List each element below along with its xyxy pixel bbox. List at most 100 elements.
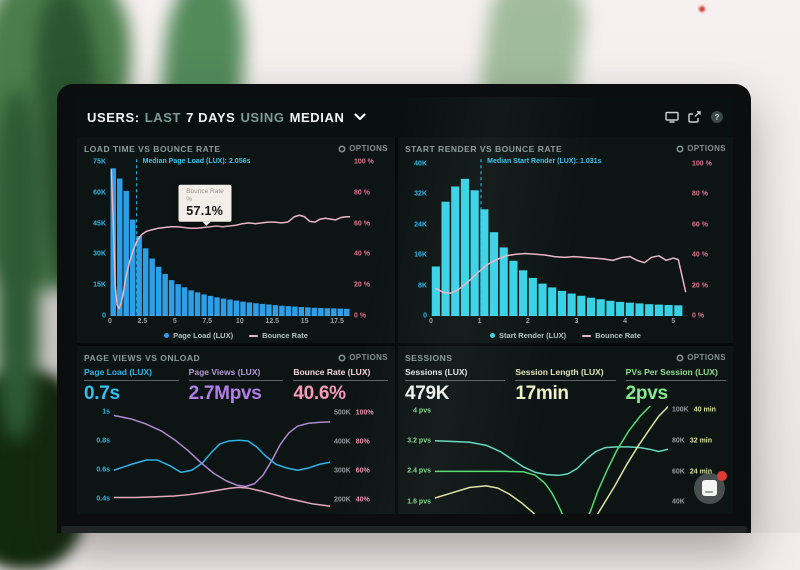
axis-tick: 2 [525,318,530,325]
bar [489,232,499,316]
legend-item[interactable]: Bounce Rate [582,331,641,340]
bar [188,290,194,316]
bar [123,190,129,316]
legend-item[interactable]: Page Load (LUX) [164,331,233,340]
tooltip-value: 57.1% [186,203,224,218]
options-button[interactable]: OPTIONS [338,353,388,362]
share-icon[interactable] [688,111,702,123]
axis-tick: 20 % [354,281,370,289]
chat-widget-button[interactable] [694,471,727,504]
axis-tick: 100K 40 min [672,406,716,414]
axis-tick: 30K [93,250,106,258]
metric-page-views[interactable]: Page Views (LUX) 2.7Mpvs [188,367,284,403]
display-icon[interactable] [665,111,679,123]
laptop: USERS: LAST 7 DAYS USING MEDIAN ? [57,84,751,533]
bar [324,308,331,316]
metric-value: 2pvs [625,383,668,404]
bar [344,308,350,316]
plot-area[interactable]: Median Page Load (LUX): 2.056s Bounce Ra… [110,156,350,316]
options-button[interactable]: OPTIONS [676,144,726,153]
plot-area[interactable] [114,406,330,514]
bar [292,306,298,316]
bar [298,306,305,316]
axis-tick: 12.5 [265,318,280,325]
bar [567,293,576,316]
axis-tick: 60K 24 min [672,468,713,476]
x-axis: 0 1 2 3 4 5 [429,316,688,328]
axis-tick: 32K [414,190,427,198]
help-icon[interactable]: ? [711,111,723,123]
axis-tick: 80K 32 min [672,437,713,445]
chart-canvas[interactable] [114,406,330,514]
axis-tick: 3 [574,318,579,325]
bar [331,308,337,316]
legend-item[interactable]: Start Render (LUX) [490,331,566,340]
options-button[interactable]: OPTIONS [338,144,388,153]
bar [509,260,518,316]
metric-bounce-rate[interactable]: Bounce Rate (LUX) 40.6% [293,367,389,403]
bar [117,178,123,316]
x-axis: 0 2.5 5 7.5 10 12.5 15 17.5 [108,316,350,328]
chart-page-views[interactable]: 1s 0.8s 0.6s 0.4s 500K 100% 400K 80% 300K 60% 200… [84,406,388,514]
axis-tick: 60 % [354,220,370,228]
metric-pvs-per-session[interactable]: PVs Per Session (LUX) 2pvs [625,367,726,404]
chart-sessions[interactable]: 4 pvs 3.2 pvs 2.4 pvs 1.6 pvs 100K 40 min 80K… [405,406,726,514]
chart-start-render[interactable]: 40K 32K 24K 16K 8K 0 Median Start Render (LUX… [405,156,726,343]
chart-load-time[interactable]: 75K 60K 45K 30K 15K 0 Median Page Load (LUX):… [84,156,388,343]
gear-icon [676,144,684,153]
bar [233,300,240,316]
axis-tick: 17.5 [330,318,344,325]
chevron-down-icon[interactable] [353,113,366,121]
axis-tick: 0 [108,318,112,325]
plot-area[interactable] [435,406,668,514]
metric-row: Page Load (LUX) 0.7s Page Views (LUX) 2.… [84,367,389,403]
axis-tick: 60 % [692,221,708,229]
legend-swatch [164,333,170,338]
axis-tick: 7.5 [202,318,213,325]
axis-tick: 40 % [354,250,370,258]
axis-tick: 0.6s [96,466,110,474]
bar [220,298,227,316]
gear-icon [338,353,346,362]
bar [499,247,508,316]
axis-tick: 16K [414,251,427,259]
axis-tick: 0 % [354,312,367,320]
line-path [435,407,668,514]
dashboard-title-dropdown[interactable]: USERS: LAST 7 DAYS USING MEDIAN [87,110,366,125]
axis-tick: 4 [623,318,627,325]
metric-label: Session Length (LUX) [515,367,616,381]
axis-tick: 80 % [354,189,370,197]
options-button[interactable]: OPTIONS [676,353,726,362]
metric-sessions[interactable]: Sessions (LUX) 479K [405,367,506,403]
bar [318,308,324,316]
bar [538,283,547,316]
laptop-hinge [61,526,747,533]
legend-item[interactable]: Bounce Rate [249,331,308,340]
bar [149,258,155,316]
notification-badge [717,471,727,481]
bar [181,287,188,316]
metric-session-length[interactable]: Session Length (LUX) 17min [515,367,616,403]
line-path [114,487,330,506]
axis-tick: 0 [102,312,106,320]
plot-area[interactable]: Median Start Render (LUX): 1.031s [431,156,688,316]
legend-label: Bounce Rate [595,331,641,340]
axis-tick: 0.4s [96,495,110,503]
axis-tick: 0 % [692,312,705,320]
chart-tooltip: Bounce Rate % 57.1% [178,184,232,226]
metric-page-load[interactable]: Page Load (LUX) 0.7s [84,367,179,403]
chart-canvas[interactable] [431,156,688,316]
chart-canvas[interactable] [110,156,350,316]
bar [557,290,567,316]
tooltip-label: Bounce Rate [186,187,224,195]
axis-tick: 500K 100% [334,409,374,417]
axis-tick: 24K [414,221,427,229]
axis-tick: 400K 80% [334,438,370,446]
panel-title: LOAD TIME VS BOUNCE RATE [84,143,221,154]
left-axis: 4 pvs 3.2 pvs 2.4 pvs 1.6 pvs [405,406,435,514]
panel-header: LOAD TIME VS BOUNCE RATE OPTIONS [84,141,388,156]
axis-tick: 0 [423,312,427,320]
chart-canvas[interactable] [435,406,668,514]
dashboard-screen: USERS: LAST 7 DAYS USING MEDIAN ? [77,97,733,514]
bar [616,301,625,316]
